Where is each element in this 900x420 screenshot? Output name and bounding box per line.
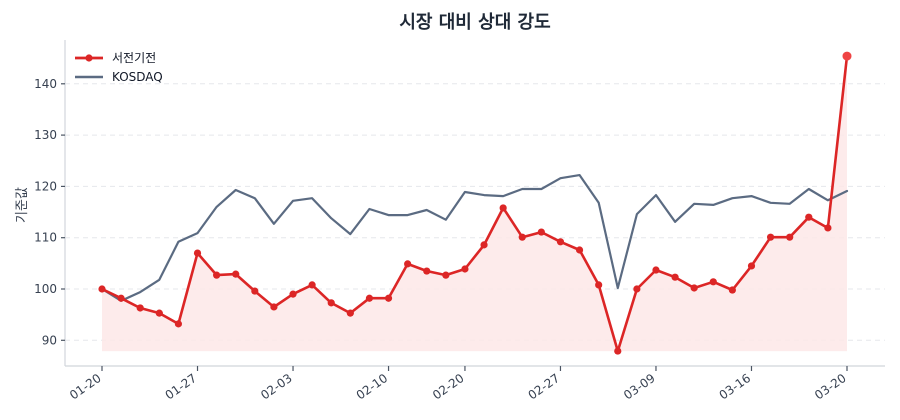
data-point[interactable]: [98, 285, 106, 293]
data-point[interactable]: [193, 249, 202, 257]
data-point[interactable]: [728, 286, 736, 294]
y-tick-label: 120: [34, 179, 57, 193]
data-point[interactable]: [174, 320, 183, 328]
data-point[interactable]: [155, 309, 163, 317]
y-tick-label: 110: [34, 231, 57, 245]
data-point[interactable]: [232, 270, 240, 278]
data-point[interactable]: [289, 290, 297, 298]
series-fill: [102, 56, 847, 352]
data-point[interactable]: [537, 228, 545, 236]
legend-item[interactable]: KOSDAQ: [75, 70, 163, 84]
data-point[interactable]: [384, 294, 393, 302]
x-tick-label: 03-20: [812, 371, 849, 402]
y-tick-label: 130: [34, 128, 57, 142]
area-fill: [102, 56, 847, 352]
data-point[interactable]: [652, 266, 660, 274]
data-point[interactable]: [480, 241, 488, 249]
x-tick-label: 01-27: [163, 371, 200, 402]
x-tick-label: 02-27: [526, 371, 563, 402]
data-point[interactable]: [270, 303, 278, 311]
data-point[interactable]: [251, 287, 259, 295]
data-point[interactable]: [308, 281, 316, 289]
legend-marker-icon: [85, 54, 93, 62]
data-point[interactable]: [786, 233, 794, 241]
data-point[interactable]: [595, 281, 603, 289]
data-point[interactable]: [690, 284, 698, 292]
chart-title: 시장 대비 상대 강도: [399, 12, 550, 33]
series-lines: [98, 51, 852, 355]
legend: 서전기전 KOSDAQ: [75, 51, 163, 84]
x-tick-label: 02-10: [354, 371, 391, 402]
y-tick-label: 100: [34, 282, 57, 296]
data-point[interactable]: [633, 285, 641, 293]
x-tick-label: 03-09: [621, 371, 658, 402]
data-point[interactable]: [423, 267, 431, 275]
data-point[interactable]: [404, 260, 412, 268]
data-point[interactable]: [499, 204, 507, 212]
series-line: [100, 174, 849, 302]
data-point[interactable]: [766, 233, 775, 241]
x-tick-label: 01-20: [67, 371, 104, 402]
data-point[interactable]: [117, 294, 125, 302]
data-point[interactable]: [556, 238, 565, 246]
y-tick-label: 140: [34, 77, 57, 91]
x-tick-label: 03-16: [717, 371, 754, 402]
x-tick-label: 02-03: [258, 371, 295, 402]
data-point[interactable]: [709, 278, 717, 286]
data-point[interactable]: [365, 294, 374, 302]
legend-item[interactable]: 서전기전: [75, 51, 156, 65]
legend-label: KOSDAQ: [112, 70, 163, 84]
data-point[interactable]: [213, 271, 221, 279]
data-point[interactable]: [442, 271, 450, 279]
data-point[interactable]: [136, 304, 144, 312]
data-point[interactable]: [671, 273, 679, 281]
data-point[interactable]: [327, 299, 335, 307]
data-point[interactable]: [518, 233, 526, 241]
y-axis-label: 기준값: [15, 187, 30, 223]
data-point[interactable]: [842, 51, 852, 61]
x-tick-label: 02-20: [430, 371, 467, 402]
data-point[interactable]: [461, 265, 469, 273]
data-point[interactable]: [575, 246, 584, 254]
data-point[interactable]: [805, 213, 813, 221]
legend-label: 서전기전: [112, 51, 156, 65]
data-point[interactable]: [614, 347, 622, 355]
data-point[interactable]: [747, 262, 756, 270]
series-line: [100, 54, 849, 353]
y-tick-label: 90: [42, 333, 57, 347]
data-point[interactable]: [824, 224, 832, 232]
data-point[interactable]: [346, 309, 354, 317]
